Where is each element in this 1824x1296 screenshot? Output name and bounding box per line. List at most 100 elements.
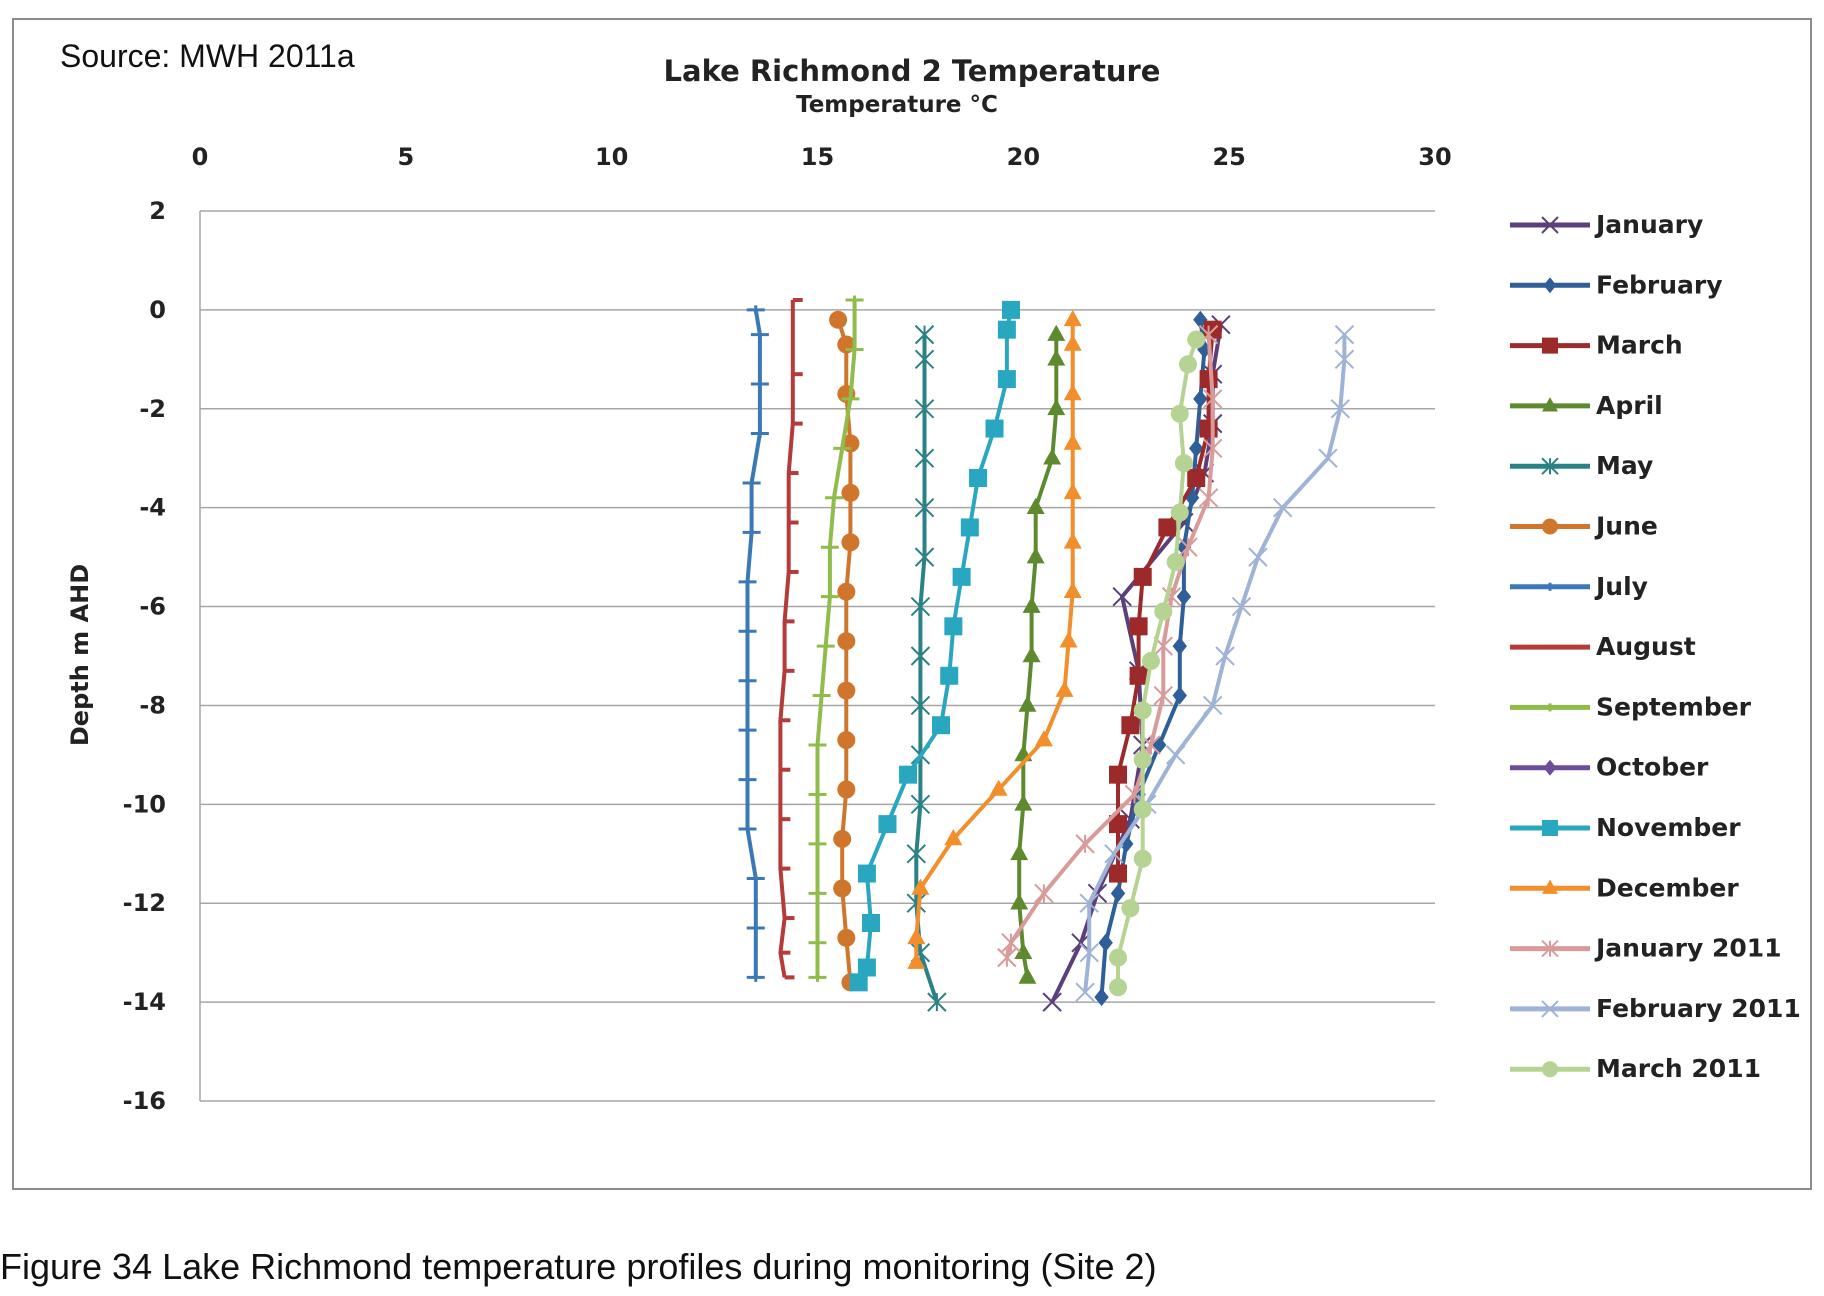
data-point [1272, 497, 1293, 518]
data-point [1022, 646, 1041, 663]
series-august [778, 298, 803, 980]
data-point [1124, 784, 1145, 805]
data-point [1199, 419, 1218, 438]
series-line [778, 300, 795, 978]
legend-item: July [1510, 572, 1648, 601]
data-point [1202, 389, 1223, 409]
data-point [1063, 433, 1082, 450]
data-point [738, 676, 757, 686]
data-point [837, 780, 856, 799]
data-point [1198, 488, 1219, 508]
data-point [1153, 685, 1174, 706]
data-point [1063, 482, 1082, 500]
legend-item: May [1510, 451, 1653, 480]
data-point [1110, 884, 1126, 903]
data-point [1001, 933, 1021, 953]
data-point [837, 928, 856, 947]
legend-item: March 2011 [1510, 1054, 1761, 1083]
data-point [1026, 497, 1045, 514]
data-point [952, 567, 971, 586]
data-point [750, 379, 769, 389]
data-point [1542, 337, 1558, 354]
data-point [1104, 844, 1124, 864]
data-point [1178, 537, 1198, 557]
data-point [899, 765, 918, 784]
series-september [808, 295, 864, 982]
data-point [1133, 567, 1152, 586]
data-point [857, 958, 876, 977]
y-tick-labels: 2 0 -2 -4 -6 -8 -10 -12 -14 -16 [123, 197, 166, 1115]
data-point [1129, 666, 1148, 685]
data-point [1094, 988, 1109, 1007]
data-point [746, 923, 765, 933]
chart-frame [12, 18, 1812, 1190]
data-point [1063, 384, 1082, 401]
data-point [1202, 438, 1223, 459]
series-may [906, 324, 947, 1012]
series-line [1017, 334, 1059, 978]
data-point [837, 731, 856, 750]
data-point [1334, 324, 1355, 345]
legend: January February March April May June July Augu… [1510, 210, 1801, 1083]
y-tick-label: -10 [123, 790, 166, 818]
data-point [907, 952, 926, 969]
legend-label: June [1594, 512, 1658, 541]
data-point [1043, 448, 1062, 465]
x-axis-label: Temperature °C [796, 92, 998, 118]
data-point [1034, 883, 1054, 904]
data-point [911, 878, 930, 895]
x-tick-label: 5 [397, 143, 414, 171]
data-point [738, 775, 757, 785]
data-point [1063, 532, 1082, 549]
data-point [1248, 547, 1268, 567]
data-point [1541, 457, 1559, 475]
data-point [1133, 849, 1152, 868]
data-point [910, 646, 931, 666]
data-point [1133, 701, 1152, 720]
data-point [932, 716, 950, 735]
data-point [1075, 834, 1095, 854]
data-point [1026, 547, 1045, 564]
series-april [1010, 324, 1066, 984]
y-tick-label: -12 [123, 889, 166, 917]
legend-item: September [1510, 692, 1752, 721]
data-point [808, 789, 827, 799]
data-point [1187, 330, 1206, 349]
series-line [914, 319, 1075, 963]
data-point [1158, 518, 1177, 537]
data-point [808, 740, 827, 750]
y-tick-label: -4 [139, 494, 166, 522]
data-point [1018, 695, 1037, 712]
data-point [1109, 815, 1128, 834]
data-point [738, 725, 757, 735]
legend-label: March 2011 [1596, 1054, 1761, 1083]
data-point [1141, 651, 1160, 670]
data-point [1543, 759, 1557, 776]
data-point [1189, 439, 1204, 458]
data-point [845, 295, 864, 305]
legend-item: October [1510, 753, 1709, 782]
data-point [862, 914, 881, 932]
data-point [808, 888, 827, 898]
data-point [808, 972, 827, 982]
chart-title: Lake Richmond 2 Temperature [664, 54, 1161, 88]
legend-label: March [1596, 331, 1683, 360]
data-point [1154, 602, 1173, 621]
legend-label: November [1596, 813, 1741, 842]
data-point [742, 478, 761, 488]
legend-label: January 2011 [1594, 934, 1782, 963]
x-tick-label: 15 [801, 143, 834, 171]
data-point [1187, 469, 1206, 487]
data-point [1318, 448, 1338, 468]
data-point [914, 497, 935, 518]
data-point [1063, 309, 1082, 327]
data-point [1055, 680, 1074, 697]
data-point [914, 547, 935, 567]
data-point [1202, 695, 1223, 716]
legend-label: January [1594, 210, 1703, 239]
figure-caption: Figure 34 Lake Richmond temperature prof… [0, 1246, 1157, 1287]
data-point [878, 815, 897, 834]
data-point [1176, 587, 1192, 606]
legend-item: December [1510, 873, 1739, 902]
data-point [1129, 617, 1148, 636]
